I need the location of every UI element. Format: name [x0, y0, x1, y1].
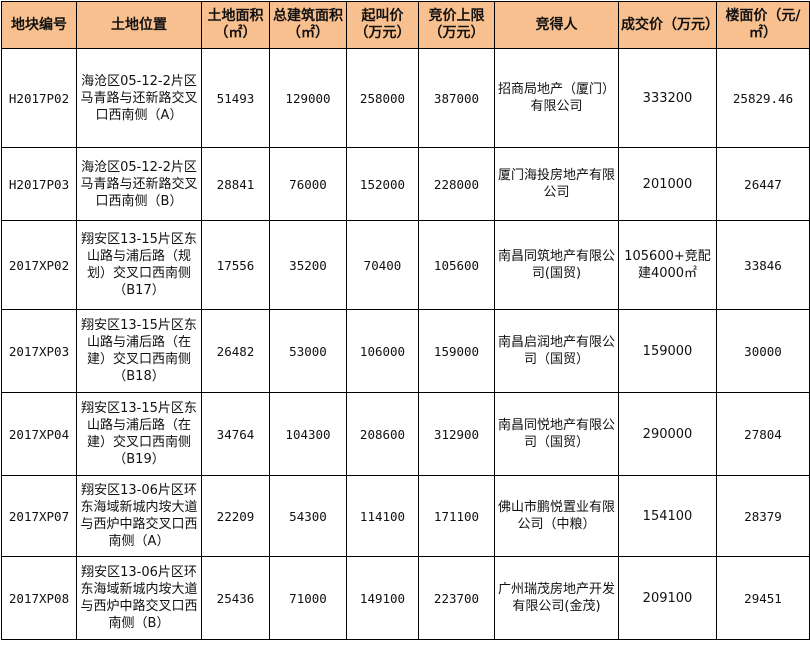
cell-land-area: 17556 [201, 220, 270, 310]
header-floor-price: 楼面价（元/㎡） [716, 1, 810, 49]
cell-start-price: 258000 [346, 48, 419, 148]
header-location: 土地位置 [76, 1, 202, 49]
cell-floor-price: 27804 [716, 392, 810, 476]
cell-plot-id: 2017XP02 [1, 220, 77, 310]
cell-total-area: 104300 [269, 392, 347, 476]
cell-location: 翔安区13-15片区东山路与浦后路（规划）交叉口西南侧（B17） [76, 220, 202, 310]
header-start-price: 起叫价（万元） [346, 1, 419, 49]
cell-total-area: 53000 [269, 309, 347, 393]
table-row: 2017XP03 翔安区13-15片区东山路与浦后路（在建）交叉口西南侧（B18）… [1, 309, 810, 393]
cell-winner: 广州瑞茂房地产开发有限公司(金茂) [494, 556, 619, 640]
cell-plot-id: H2017P02 [1, 48, 77, 148]
cell-plot-id: 2017XP04 [1, 392, 77, 476]
table-row: 2017XP04 翔安区13-15片区东山路与浦后路（在建）交叉口西南侧（B19）… [1, 392, 810, 476]
cell-deal-price: 105600+竞配建4000㎡ [618, 220, 717, 310]
cell-total-area: 71000 [269, 556, 347, 640]
cell-winner: 佛山市鹏悦置业有限公司（中粮） [494, 475, 619, 557]
cell-land-area: 26482 [201, 309, 270, 393]
cell-start-price: 208600 [346, 392, 419, 476]
table-row: 2017XP02 翔安区13-15片区东山路与浦后路（规划）交叉口西南侧（B17）… [1, 220, 810, 310]
cell-cap-price: 171100 [418, 475, 495, 557]
cell-start-price: 70400 [346, 220, 419, 310]
cell-floor-price: 30000 [716, 309, 810, 393]
cell-cap-price: 223700 [418, 556, 495, 640]
cell-location: 翔安区13-06片区环东海域新城内垵大道与西炉中路交叉口西南侧（B） [76, 556, 202, 640]
header-total-area: 总建筑面积（㎡） [269, 1, 347, 49]
cell-deal-price: 290000 [618, 392, 717, 476]
cell-total-area: 35200 [269, 220, 347, 310]
cell-cap-price: 228000 [418, 147, 495, 221]
cell-cap-price: 105600 [418, 220, 495, 310]
table-row: 2017XP07 翔安区13-06片区环东海域新城内垵大道与西炉中路交叉口西南侧（… [1, 475, 810, 557]
table-row: H2017P02 海沧区05-12-2片区马青路与还新路交叉口西南侧（A） 5149… [1, 48, 810, 148]
cell-winner: 厦门海投房地产有限公司 [494, 147, 619, 221]
cell-start-price: 106000 [346, 309, 419, 393]
cell-land-area: 34764 [201, 392, 270, 476]
cell-deal-price: 201000 [618, 147, 717, 221]
cell-location: 翔安区13-15片区东山路与浦后路（在建）交叉口西南侧（B19） [76, 392, 202, 476]
header-row: 地块编号 土地位置 土地面积（㎡） 总建筑面积（㎡） 起叫价（万元） 竞价上限（… [1, 1, 810, 49]
cell-land-area: 28841 [201, 147, 270, 221]
cell-start-price: 114100 [346, 475, 419, 557]
cell-floor-price: 28379 [716, 475, 810, 557]
cell-deal-price: 333200 [618, 48, 717, 148]
cell-plot-id: H2017P03 [1, 147, 77, 221]
cell-floor-price: 29451 [716, 556, 810, 640]
cell-plot-id: 2017XP08 [1, 556, 77, 640]
cell-floor-price: 26447 [716, 147, 810, 221]
cell-total-area: 54300 [269, 475, 347, 557]
cell-floor-price: 33846 [716, 220, 810, 310]
cell-floor-price: 25829.46 [716, 48, 810, 148]
cell-location: 海沧区05-12-2片区马青路与还新路交叉口西南侧（A） [76, 48, 202, 148]
cell-start-price: 149100 [346, 556, 419, 640]
header-plot-id: 地块编号 [1, 1, 77, 49]
table-row: 2017XP08 翔安区13-06片区环东海域新城内垵大道与西炉中路交叉口西南侧（… [1, 556, 810, 640]
cell-location: 海沧区05-12-2片区马青路与还新路交叉口西南侧（B） [76, 147, 202, 221]
cell-location: 翔安区13-06片区环东海域新城内垵大道与西炉中路交叉口西南侧（A） [76, 475, 202, 557]
cell-cap-price: 312900 [418, 392, 495, 476]
cell-land-area: 22209 [201, 475, 270, 557]
cell-plot-id: 2017XP03 [1, 309, 77, 393]
cell-winner: 南昌同悦地产有限公司（国贸） [494, 392, 619, 476]
cell-winner: 招商局地产（厦门）有限公司 [494, 48, 619, 148]
header-deal-price: 成交价（万元） [618, 1, 719, 49]
cell-plot-id: 2017XP07 [1, 475, 77, 557]
cell-cap-price: 159000 [418, 309, 495, 393]
table-row: H2017P03 海沧区05-12-2片区马青路与还新路交叉口西南侧（B） 2884… [1, 147, 810, 221]
header-land-area: 土地面积（㎡） [201, 1, 270, 49]
cell-total-area: 76000 [269, 147, 347, 221]
cell-land-area: 25436 [201, 556, 270, 640]
header-cap-price: 竞价上限（万元） [418, 1, 495, 49]
cell-deal-price: 154100 [618, 475, 717, 557]
cell-total-area: 129000 [269, 48, 347, 148]
cell-deal-price: 209100 [618, 556, 717, 640]
cell-cap-price: 387000 [418, 48, 495, 148]
cell-deal-price: 159000 [618, 309, 717, 393]
cell-location: 翔安区13-15片区东山路与浦后路（在建）交叉口西南侧（B18） [76, 309, 202, 393]
header-winner: 竞得人 [494, 1, 619, 49]
cell-winner: 南昌启润地产有限公司（国贸） [494, 309, 619, 393]
cell-start-price: 152000 [346, 147, 419, 221]
cell-land-area: 51493 [201, 48, 270, 148]
cell-winner: 南昌同筑地产有限公司(国贸) [494, 220, 619, 310]
